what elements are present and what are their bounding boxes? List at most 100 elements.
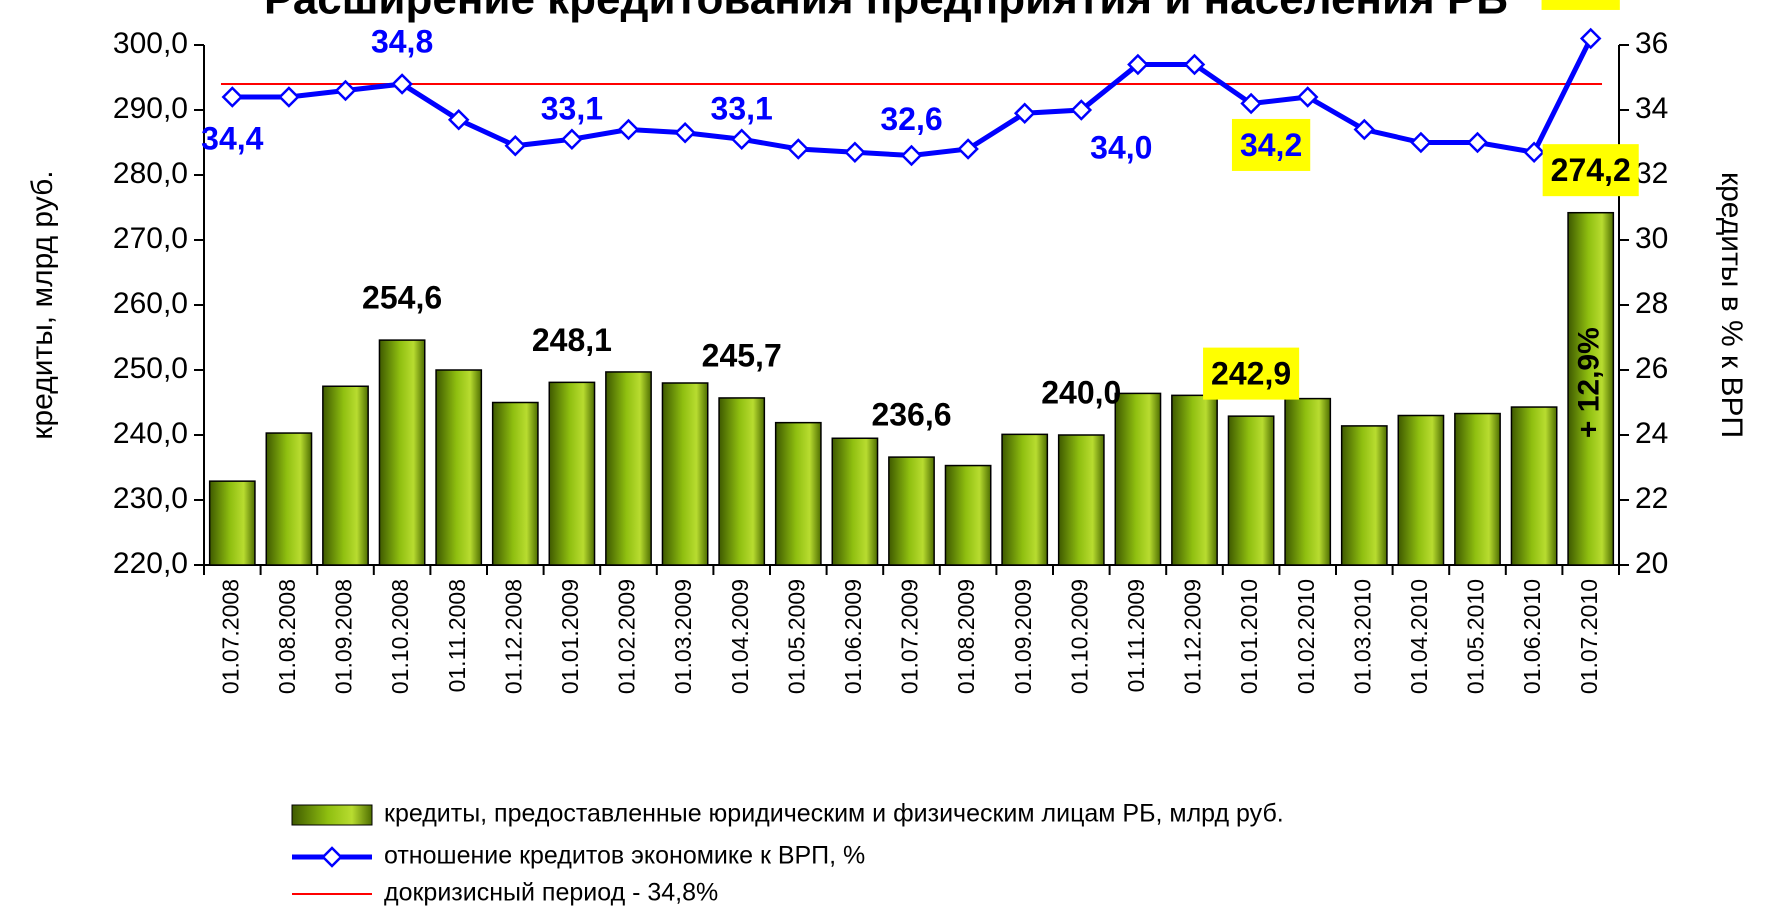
y-tick-label: 300,0 (113, 27, 188, 60)
x-tick-label: 01.04.2010 (1406, 579, 1432, 694)
data-label: 36,2 (1550, 0, 1612, 2)
line-marker (730, 128, 753, 151)
bar (208, 480, 256, 566)
y2-tick-label: 24 (1635, 417, 1668, 450)
data-label: 34,2 (1240, 127, 1302, 163)
x-tick-label: 01.10.2009 (1066, 579, 1092, 694)
label-highlight (1231, 118, 1311, 171)
y2-tick-label: 36 (1635, 27, 1668, 60)
line-marker (1240, 92, 1262, 115)
x-tick-label: 01.01.2010 (1236, 579, 1262, 694)
bar (491, 401, 539, 566)
x-tick-label: 01.02.2009 (614, 579, 640, 694)
y2-tick-label: 26 (1635, 352, 1668, 385)
x-tick-label: 01.07.2008 (217, 579, 243, 694)
label-highlight (1203, 347, 1300, 400)
y-tick-label: 270,0 (113, 222, 188, 255)
bar (944, 464, 992, 566)
data-label: 34,4 (201, 120, 263, 156)
line-marker (1070, 99, 1093, 121)
line-marker (334, 79, 357, 102)
line-marker (1296, 86, 1319, 108)
bar (605, 371, 652, 566)
bar (661, 382, 709, 566)
y-tick-label: 290,0 (113, 92, 188, 125)
bar (1114, 392, 1162, 566)
x-tick-label: 01.03.2009 (670, 579, 696, 694)
line-marker (221, 86, 244, 108)
legend-label: кредиты, предоставленные юридическим и ф… (384, 800, 1284, 828)
y-tick-label: 280,0 (113, 157, 188, 190)
line-marker (844, 141, 866, 164)
bar (1057, 434, 1105, 566)
y2-tick-label: 34 (1635, 92, 1668, 125)
x-tick-label: 01.05.2010 (1463, 579, 1489, 694)
data-label: 236,6 (871, 397, 951, 433)
bar (1001, 433, 1049, 566)
line-marker (1579, 27, 1602, 50)
line-marker (1466, 131, 1489, 154)
y2-tick-label: 20 (1635, 547, 1668, 580)
bar (548, 381, 596, 566)
y-tick-label: 250,0 (113, 352, 188, 385)
data-label: 274,2 (1551, 152, 1631, 188)
data-label: 33,1 (711, 91, 773, 127)
data-label: 245,7 (702, 337, 782, 373)
x-tick-label: 01.09.2009 (1010, 579, 1036, 694)
line (232, 37, 1593, 159)
x-tick-label: 01.03.2010 (1349, 579, 1375, 694)
data-label: 32,6 (880, 101, 942, 137)
bar (888, 456, 935, 566)
bar (1397, 414, 1445, 566)
chart-title: Расширение кредитования предприятия и на… (264, 0, 1508, 24)
bar (1567, 211, 1615, 566)
line-marker (674, 121, 696, 144)
bar (1510, 406, 1558, 566)
x-tick-label: 01.07.2009 (897, 579, 923, 694)
data-label: 34,0 (1090, 129, 1152, 165)
x-tick-label: 01.12.2009 (1180, 579, 1206, 694)
legend-marker (321, 846, 343, 868)
legend-label: докризисный период - 34,8% (384, 879, 718, 907)
y-tick-label: 220,0 (113, 547, 188, 580)
y2-tick-label: 22 (1635, 482, 1668, 515)
line-marker (787, 138, 810, 160)
label-highlight (1542, 144, 1639, 197)
line-marker (561, 128, 583, 151)
x-tick-label: 01.06.2009 (840, 579, 866, 694)
line-marker (1353, 118, 1376, 141)
x-tick-label: 01.07.2010 (1576, 579, 1602, 694)
bar (831, 437, 879, 566)
bar (774, 421, 822, 566)
bar (378, 339, 426, 566)
x-tick-label: 01.12.2008 (500, 579, 526, 694)
y-tick-label: 260,0 (113, 287, 188, 320)
x-tick-label: 01.04.2009 (727, 579, 753, 694)
data-label: 248,1 (532, 322, 612, 358)
x-tick-label: 01.11.2008 (444, 579, 470, 692)
data-label: 254,6 (362, 280, 442, 316)
y2-tick-label: 32 (1635, 157, 1668, 190)
x-tick-label: 01.01.2009 (557, 579, 583, 694)
y2-tick-label: 28 (1635, 287, 1668, 320)
y2-axis-label: кредиты в % к ВРП (1715, 172, 1748, 438)
bar (435, 369, 483, 566)
legend-swatch (291, 804, 373, 826)
bar (718, 397, 766, 566)
x-tick-label: 01.10.2008 (387, 579, 413, 694)
bar (1227, 415, 1275, 566)
annotation: + 12,9% (1573, 327, 1606, 438)
line-marker (504, 134, 527, 157)
x-tick-label: 01.11.2009 (1123, 579, 1149, 692)
line-marker (1183, 53, 1206, 76)
x-tick-label: 01.08.2009 (953, 579, 979, 694)
x-tick-label: 01.09.2008 (331, 579, 357, 694)
line-marker (447, 108, 470, 131)
data-label: 240,0 (1041, 374, 1121, 410)
bar (1284, 397, 1332, 566)
line-marker (957, 138, 979, 160)
line-marker (278, 86, 300, 108)
x-tick-label: 01.05.2009 (783, 579, 809, 694)
bar (1171, 394, 1218, 566)
